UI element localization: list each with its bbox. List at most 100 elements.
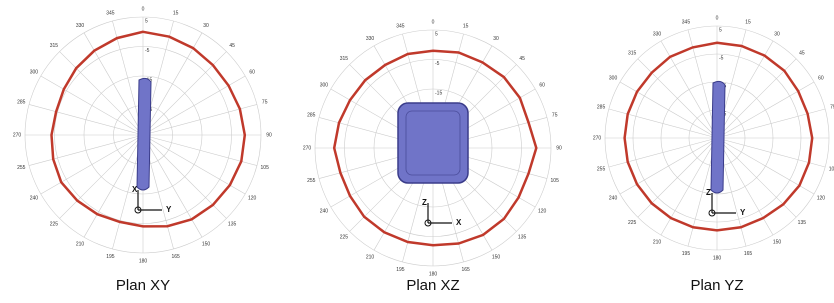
angle-tick-label: 270 (13, 132, 22, 138)
angle-tick-label: 330 (366, 36, 375, 42)
angle-tick-label: 225 (628, 220, 637, 226)
grid-spoke (41, 76, 143, 135)
angle-tick-label: 255 (597, 166, 606, 172)
angle-tick-label: 135 (518, 234, 527, 240)
angle-tick-label: 285 (307, 113, 316, 119)
angle-tick-label: 105 (551, 178, 560, 184)
grid-spoke (143, 135, 257, 166)
angle-tick-label: 285 (597, 104, 606, 110)
angle-tick-label: 75 (262, 100, 268, 106)
angle-tick-label: 315 (50, 43, 59, 49)
r-tick-label: 5 (719, 27, 722, 33)
angle-tick-label: 90 (266, 132, 272, 138)
axis-label: Z (706, 188, 711, 197)
chart-title: Plan XY (116, 277, 170, 294)
axis-label: Z (422, 198, 427, 207)
axis-label: Y (740, 208, 746, 217)
grid-spoke (143, 52, 226, 135)
angle-tick-label: 345 (106, 11, 115, 17)
angle-tick-label: 210 (366, 254, 375, 260)
device (711, 81, 725, 193)
angle-tick-label: 75 (552, 113, 558, 119)
angle-tick-label: 300 (30, 69, 39, 75)
angle-tick-label: 150 (202, 241, 211, 247)
angle-tick-label: 0 (142, 6, 145, 12)
angle-tick-label: 165 (744, 251, 753, 257)
axis-label: X (132, 185, 138, 194)
angle-tick-label: 30 (203, 23, 209, 29)
angle-tick-label: 120 (538, 208, 547, 214)
angle-tick-label: 135 (798, 220, 807, 226)
chart-title: Plan YZ (690, 277, 743, 294)
angle-tick-label: 195 (396, 267, 405, 273)
angle-tick-label: 30 (493, 36, 499, 42)
angle-tick-label: 75 (830, 104, 834, 110)
angle-tick-label: 15 (745, 19, 751, 25)
angle-tick-label: 315 (628, 50, 637, 56)
angle-tick-label: 210 (653, 239, 662, 245)
angle-tick-label: 285 (17, 100, 26, 106)
r-tick-label: -5 (719, 55, 724, 61)
r-tick-label: -5 (145, 48, 150, 54)
angle-tick-label: 210 (76, 241, 85, 247)
angle-tick-label: 45 (519, 56, 525, 62)
grid-spoke (661, 138, 717, 235)
r-tick-label: -15 (435, 90, 442, 96)
angle-tick-label: 45 (229, 43, 235, 49)
angle-tick-label: 105 (829, 166, 834, 172)
angle-tick-label: 330 (76, 23, 85, 29)
grid-spoke (29, 135, 143, 166)
grid-spoke (638, 59, 717, 138)
angle-tick-label: 270 (593, 135, 602, 141)
polar-chart: 5-5-15-250153045607590105120135150165180… (13, 6, 272, 294)
grid-spoke (620, 138, 717, 194)
angle-tick-label: 15 (463, 24, 469, 30)
r-tick-label: -5 (435, 61, 440, 67)
grid-spoke (84, 33, 143, 135)
polar-chart: 5-5-15-250153045607590105120135150165180… (303, 19, 562, 294)
angle-tick-label: 240 (609, 195, 618, 201)
angle-tick-label: 225 (50, 221, 59, 227)
grid-spoke (717, 138, 796, 217)
angle-tick-label: 195 (682, 251, 691, 257)
angle-tick-label: 330 (653, 31, 662, 37)
axis-label: Y (166, 205, 172, 214)
angle-tick-label: 150 (773, 239, 782, 245)
angle-tick-label: 90 (556, 145, 562, 151)
angle-tick-label: 315 (340, 56, 349, 62)
angle-tick-label: 300 (320, 82, 329, 88)
angle-tick-label: 345 (396, 24, 405, 30)
r-tick-label: 5 (435, 31, 438, 37)
device (137, 78, 151, 190)
grid-spoke (143, 135, 226, 218)
page: 5-5-15-250153045607590105120135150165180… (0, 0, 834, 303)
angle-tick-label: 120 (248, 195, 257, 201)
grid-spoke (60, 135, 143, 218)
angle-tick-label: 300 (609, 75, 618, 81)
device (398, 103, 468, 183)
polar-chart: 5-5-15-250153045607590105120135150165180… (593, 15, 834, 294)
chart-title: Plan XZ (406, 277, 459, 294)
angle-tick-label: 180 (713, 255, 722, 261)
angle-tick-label: 240 (30, 195, 39, 201)
angle-tick-label: 135 (228, 221, 237, 227)
angle-tick-label: 45 (799, 50, 805, 56)
angle-tick-label: 165 (461, 267, 470, 273)
angle-tick-label: 270 (303, 145, 312, 151)
grid-spoke (661, 41, 717, 138)
angle-tick-label: 165 (171, 254, 180, 260)
grid-spoke (717, 82, 814, 138)
angle-tick-label: 195 (106, 254, 115, 260)
figure: 5-5-15-250153045607590105120135150165180… (0, 0, 834, 298)
angle-tick-label: 150 (492, 254, 501, 260)
grid-spoke (29, 104, 143, 135)
angle-tick-label: 60 (818, 75, 824, 81)
angle-tick-label: 120 (817, 195, 826, 201)
angle-tick-label: 255 (307, 178, 316, 184)
angle-tick-label: 60 (249, 69, 255, 75)
angle-tick-label: 0 (716, 15, 719, 21)
angle-tick-label: 0 (432, 19, 435, 25)
angle-tick-label: 30 (774, 31, 780, 37)
grid-spoke (60, 52, 143, 135)
angle-tick-label: 15 (173, 11, 179, 17)
